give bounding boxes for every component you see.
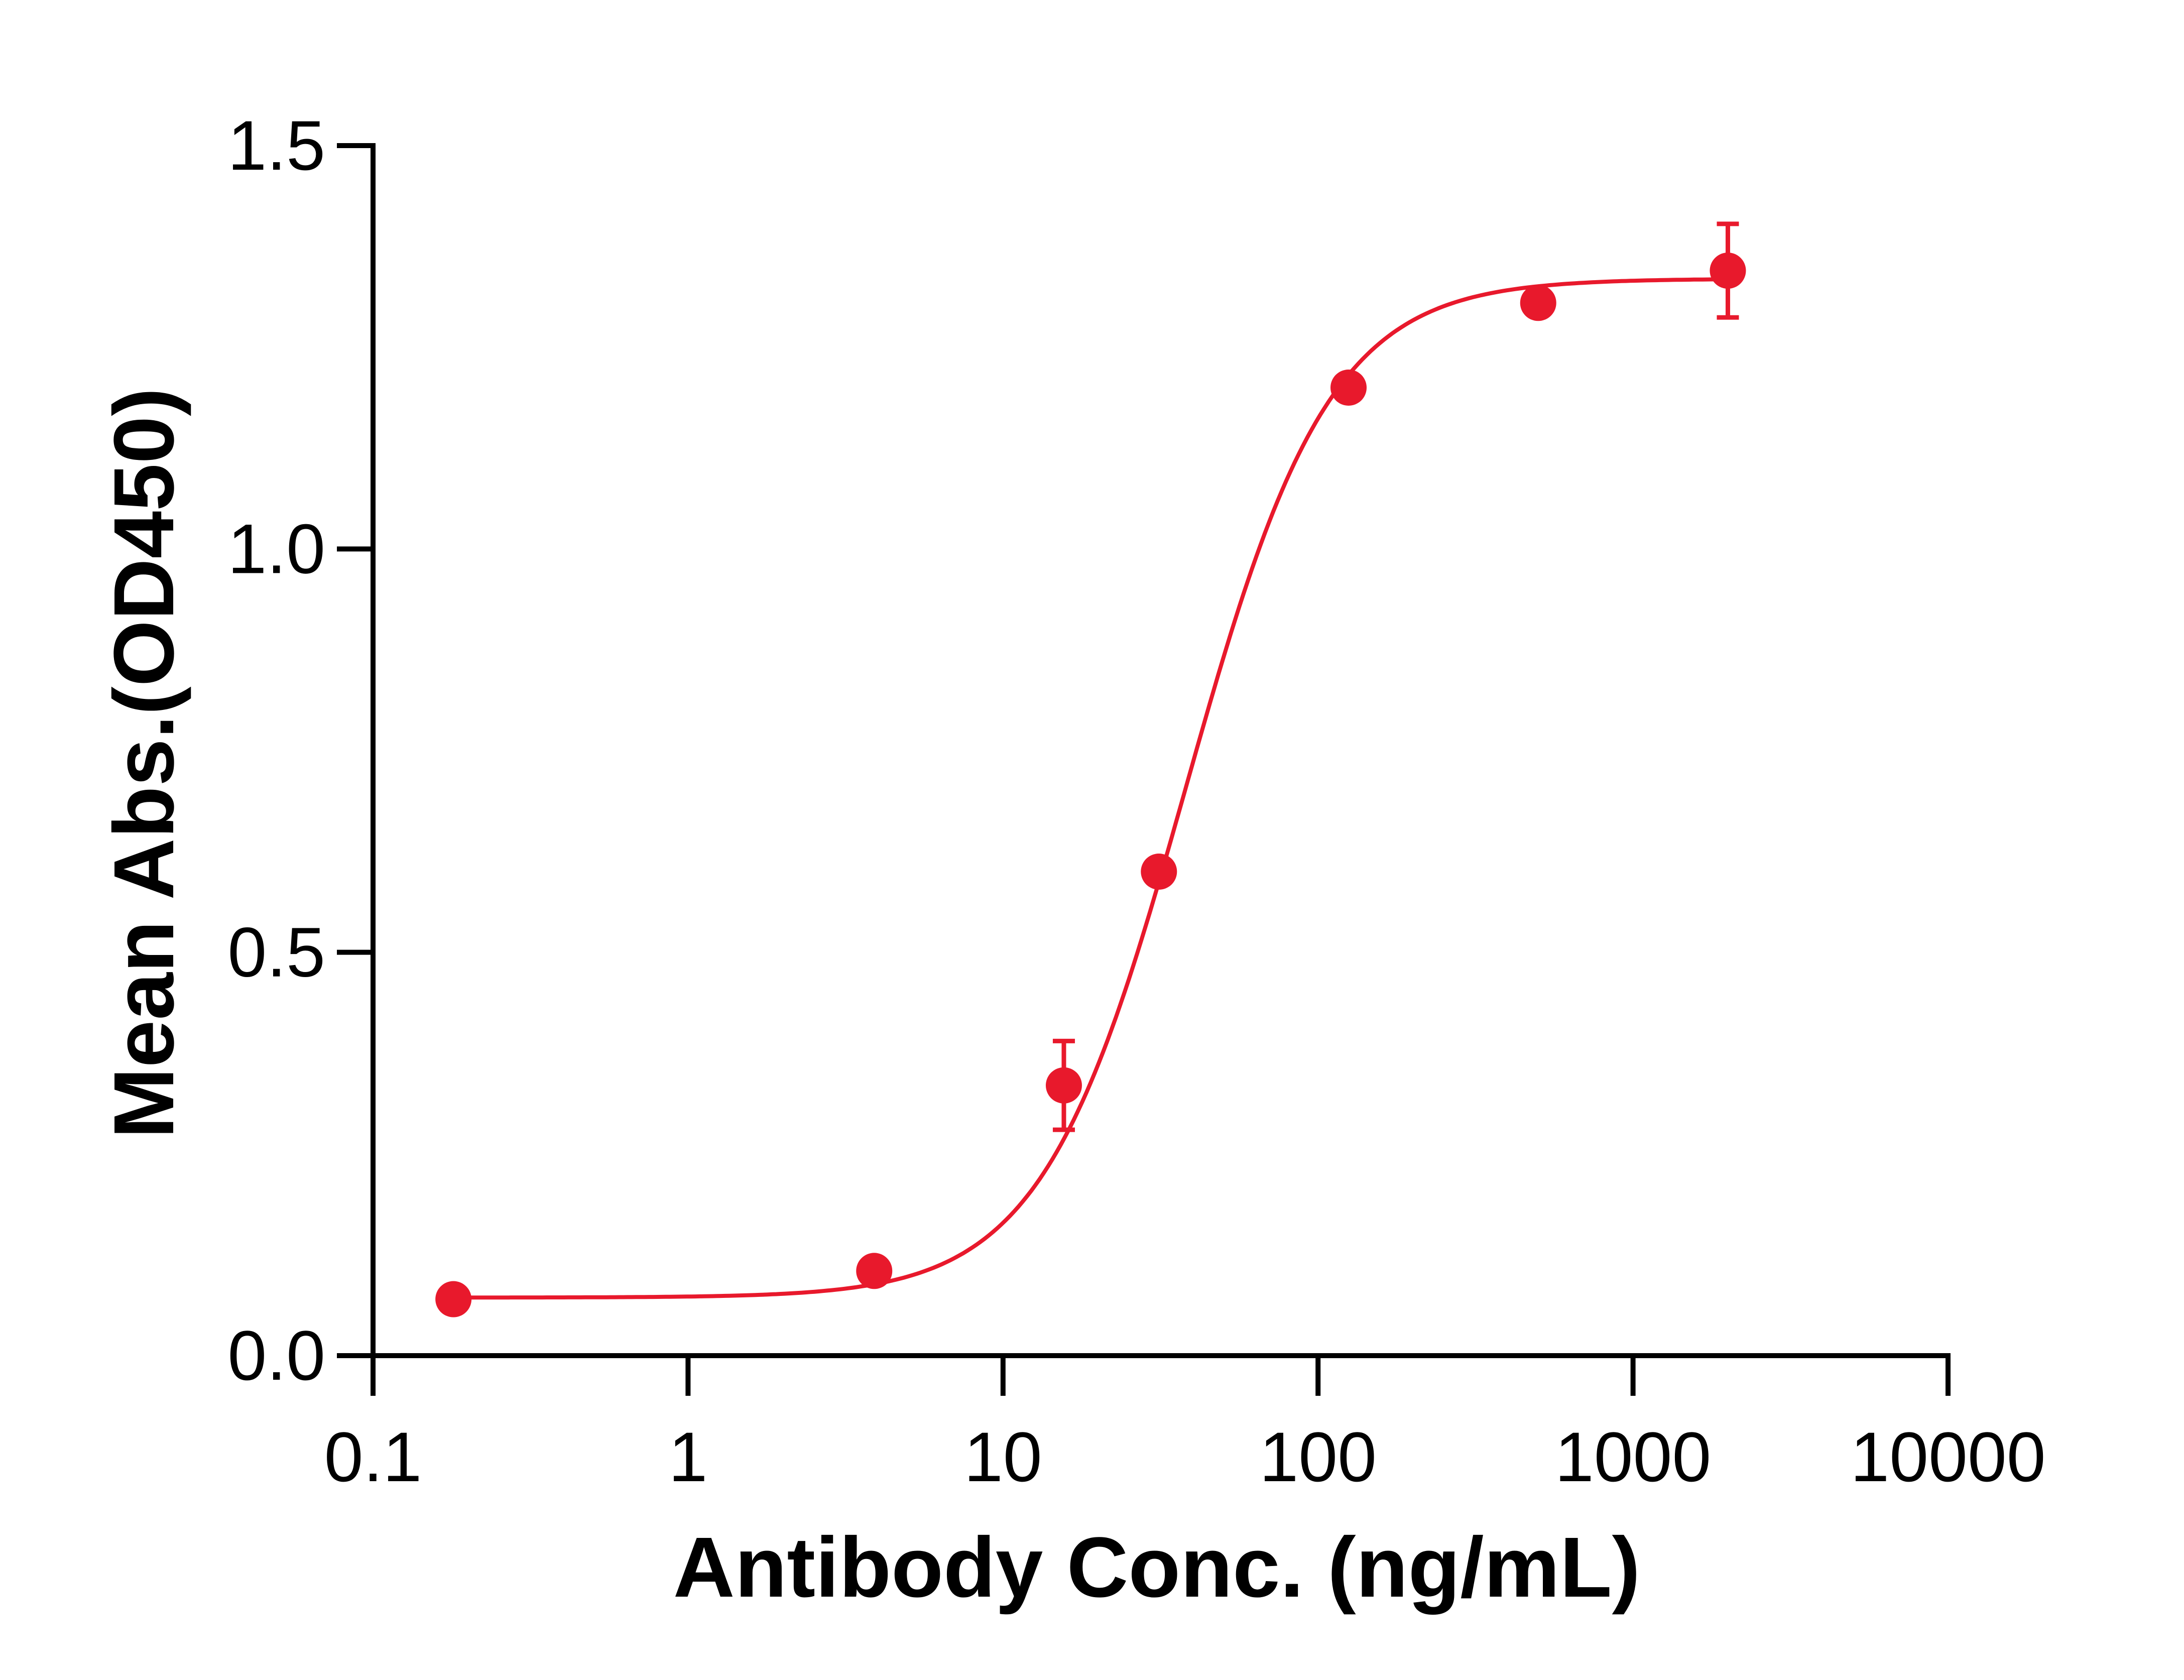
data-point [1045, 1067, 1082, 1104]
data-point [1520, 285, 1556, 321]
data-point [1710, 253, 1746, 289]
y-ticks: 0.0 0.5 1.0 1.5 [227, 106, 373, 1395]
x-tick-label: 100 [1259, 1417, 1377, 1496]
data-point [856, 1253, 893, 1289]
y-axis-title: Mean Abs.(OD450) [96, 388, 192, 1139]
y-tick-label: 1.0 [227, 509, 325, 588]
data-point [1330, 370, 1367, 406]
x-tick-label: 10000 [1850, 1417, 2045, 1496]
x-tick-label: 10 [964, 1417, 1042, 1496]
data-point [435, 1281, 472, 1317]
y-tick-label: 1.5 [227, 106, 325, 185]
y-tick-label: 0.5 [227, 913, 325, 992]
data-points [435, 253, 1746, 1317]
x-ticks: 0.1 1 10 100 1000 10000 [324, 1356, 2046, 1496]
x-axis-title: Antibody Conc. (ng/mL) [673, 1520, 1640, 1615]
x-tick-label: 0.1 [324, 1417, 422, 1496]
fit-curve [453, 277, 1728, 1300]
data-point [1141, 854, 1177, 890]
y-tick-label: 0.0 [227, 1316, 325, 1395]
x-tick-label: 1 [668, 1417, 707, 1496]
x-tick-label: 1000 [1555, 1417, 1711, 1496]
axes [371, 143, 1951, 1358]
error-bars [1052, 221, 1739, 1132]
